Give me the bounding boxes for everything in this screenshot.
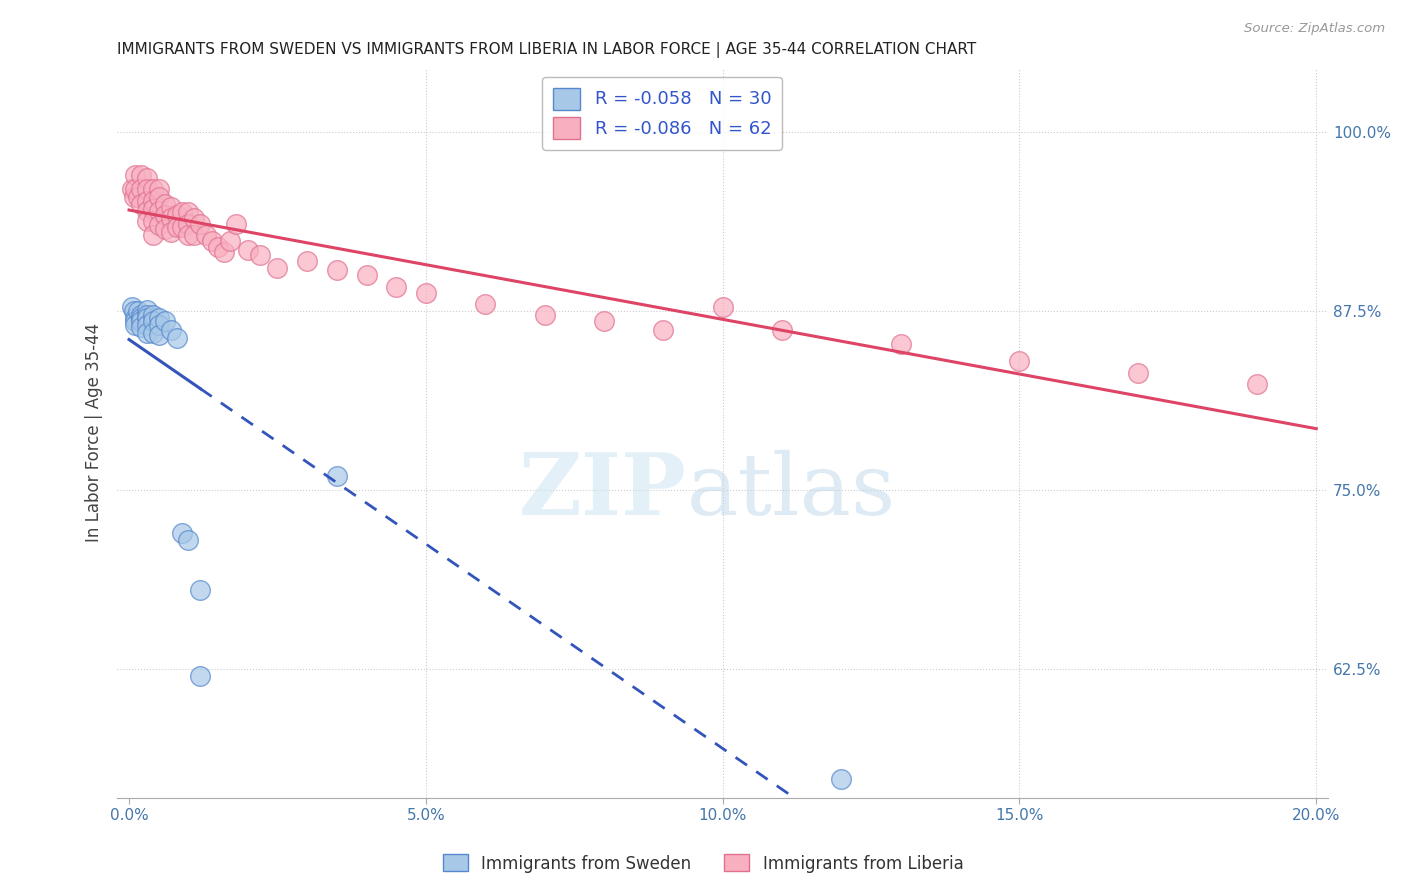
Point bbox=[142, 228, 165, 243]
Point bbox=[122, 189, 145, 203]
Point bbox=[142, 314, 165, 328]
Point bbox=[124, 311, 146, 326]
Point bbox=[172, 219, 194, 234]
Point bbox=[415, 285, 437, 300]
Point bbox=[142, 202, 165, 217]
Point bbox=[166, 219, 188, 234]
Point bbox=[593, 314, 616, 328]
Point bbox=[326, 262, 349, 277]
Point bbox=[385, 279, 408, 293]
Point bbox=[266, 261, 288, 276]
Point bbox=[166, 331, 188, 345]
Text: Source: ZipAtlas.com: Source: ZipAtlas.com bbox=[1244, 22, 1385, 36]
Point bbox=[129, 319, 152, 334]
Point bbox=[142, 194, 165, 208]
Point bbox=[249, 248, 271, 262]
Point bbox=[474, 297, 496, 311]
Point bbox=[295, 254, 318, 268]
Point bbox=[135, 302, 157, 317]
Point bbox=[148, 318, 170, 333]
Point bbox=[159, 225, 181, 239]
Point bbox=[124, 168, 146, 182]
Point bbox=[124, 314, 146, 328]
Point bbox=[225, 217, 247, 231]
Point bbox=[207, 240, 229, 254]
Point bbox=[770, 323, 793, 337]
Point bbox=[153, 196, 176, 211]
Point bbox=[135, 170, 157, 185]
Point bbox=[159, 200, 181, 214]
Point bbox=[188, 669, 211, 683]
Point bbox=[124, 318, 146, 333]
Point bbox=[188, 583, 211, 598]
Y-axis label: In Labor Force | Age 35-44: In Labor Force | Age 35-44 bbox=[86, 323, 103, 542]
Point bbox=[135, 309, 157, 323]
Point bbox=[148, 182, 170, 196]
Point bbox=[142, 182, 165, 196]
Point bbox=[121, 182, 143, 196]
Point bbox=[356, 268, 378, 283]
Point bbox=[142, 309, 165, 323]
Point bbox=[177, 533, 200, 548]
Point bbox=[533, 309, 555, 323]
Point bbox=[135, 203, 157, 218]
Point bbox=[122, 304, 145, 318]
Point bbox=[188, 217, 211, 231]
Point bbox=[1008, 354, 1031, 368]
Point bbox=[127, 304, 149, 318]
Legend: Immigrants from Sweden, Immigrants from Liberia: Immigrants from Sweden, Immigrants from … bbox=[436, 847, 970, 880]
Point bbox=[135, 194, 157, 208]
Point bbox=[652, 323, 675, 337]
Point bbox=[148, 189, 170, 203]
Point bbox=[153, 208, 176, 222]
Point bbox=[1128, 366, 1150, 380]
Point bbox=[177, 205, 200, 219]
Point bbox=[124, 182, 146, 196]
Point bbox=[129, 309, 152, 323]
Point bbox=[172, 526, 194, 541]
Point bbox=[135, 318, 157, 333]
Point bbox=[121, 300, 143, 314]
Point bbox=[183, 211, 205, 225]
Point bbox=[135, 311, 157, 326]
Point bbox=[219, 234, 242, 248]
Point bbox=[135, 326, 157, 340]
Point bbox=[129, 168, 152, 182]
Point bbox=[1246, 377, 1268, 392]
Point bbox=[129, 311, 152, 326]
Point bbox=[129, 182, 152, 196]
Point bbox=[159, 323, 181, 337]
Point bbox=[153, 222, 176, 236]
Point bbox=[153, 314, 176, 328]
Text: ZIP: ZIP bbox=[519, 450, 686, 533]
Point bbox=[135, 182, 157, 196]
Point bbox=[711, 300, 734, 314]
Point bbox=[135, 214, 157, 228]
Point bbox=[212, 245, 235, 260]
Legend: R = -0.058   N = 30, R = -0.086   N = 62: R = -0.058 N = 30, R = -0.086 N = 62 bbox=[543, 77, 782, 150]
Text: IMMIGRANTS FROM SWEDEN VS IMMIGRANTS FROM LIBERIA IN LABOR FORCE | AGE 35-44 COR: IMMIGRANTS FROM SWEDEN VS IMMIGRANTS FRO… bbox=[117, 42, 976, 58]
Point bbox=[127, 189, 149, 203]
Point bbox=[148, 328, 170, 343]
Point bbox=[148, 203, 170, 218]
Text: atlas: atlas bbox=[686, 450, 896, 533]
Point bbox=[166, 208, 188, 222]
Point bbox=[830, 772, 852, 787]
Point bbox=[148, 311, 170, 326]
Point bbox=[177, 228, 200, 243]
Point bbox=[890, 337, 912, 351]
Point bbox=[129, 314, 152, 328]
Point bbox=[236, 243, 259, 257]
Point bbox=[183, 228, 205, 243]
Point bbox=[195, 228, 218, 243]
Point bbox=[159, 211, 181, 225]
Point bbox=[142, 326, 165, 340]
Point bbox=[129, 196, 152, 211]
Point bbox=[326, 468, 349, 483]
Point bbox=[177, 217, 200, 231]
Point bbox=[172, 205, 194, 219]
Point bbox=[142, 214, 165, 228]
Point bbox=[201, 234, 224, 248]
Point bbox=[148, 218, 170, 232]
